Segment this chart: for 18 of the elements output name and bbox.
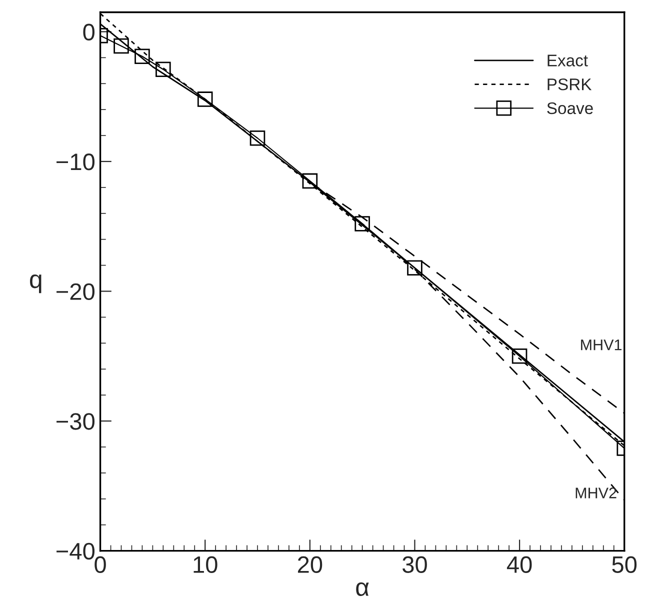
x-tick-label: 50 [612, 556, 637, 574]
legend-label: Exact [548, 54, 588, 66]
x-tick-label: 40 [506, 556, 532, 574]
legend-label: PSRK [548, 78, 592, 90]
y-tick-label: −10 [56, 154, 94, 170]
x-tick-label: 0 [94, 556, 106, 574]
x-tick-label: 10 [194, 556, 218, 574]
y-tick-label: −40 [56, 542, 94, 560]
x-tick-label: 20 [298, 556, 322, 574]
legend-label: Soave [547, 102, 593, 114]
x-tick-label: 30 [402, 556, 427, 574]
annotation: MHV2 [576, 488, 616, 498]
y-tick-label: 0 [83, 24, 94, 40]
y-tick-label: −20 [56, 283, 94, 300]
annotation: MHV1 [581, 340, 622, 350]
x-axis-title: α [356, 582, 369, 596]
y-tick-label: −30 [56, 413, 94, 430]
y-axis-title: q [30, 274, 42, 294]
